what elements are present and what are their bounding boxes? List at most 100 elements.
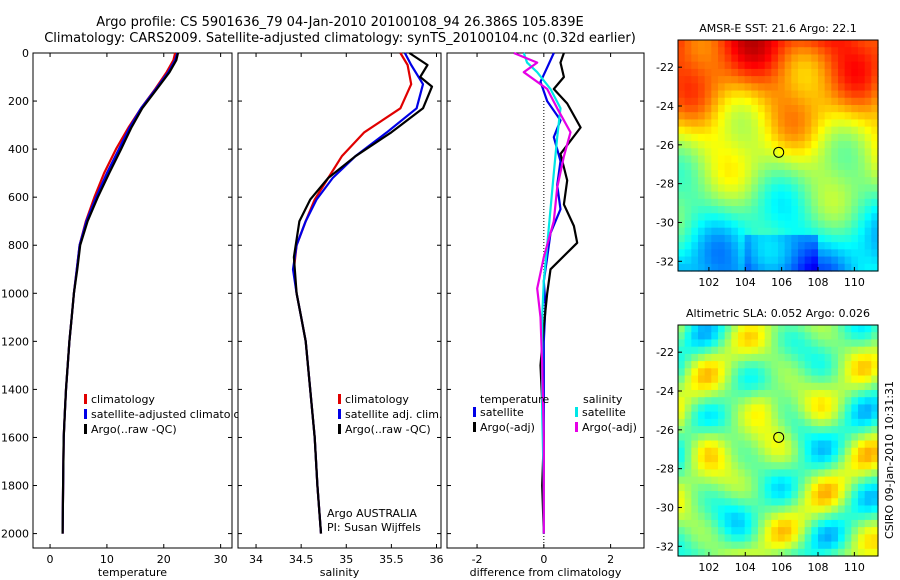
heatmap-cell: [744, 155, 752, 164]
heatmap-cell: [764, 234, 772, 243]
heatmap-cell: [798, 512, 806, 521]
heatmap-cell: [738, 263, 746, 272]
heatmap-cell: [811, 469, 819, 478]
heatmap-cell: [784, 119, 792, 128]
heatmap-cell: [864, 447, 872, 456]
heatmap-cell: [718, 462, 726, 470]
heatmap-cell: [704, 97, 712, 106]
heatmap-cell: [858, 404, 866, 413]
heatmap-cell: [791, 476, 799, 485]
heatmap-cell: [804, 104, 812, 113]
heatmap-cell: [804, 454, 812, 463]
heatmap-cell: [678, 462, 686, 470]
heatmap-cell: [818, 112, 826, 121]
heatmap-cell: [704, 68, 712, 77]
heatmap-cell: [831, 206, 839, 214]
heatmap-cell: [678, 404, 686, 413]
heatmap-cell: [784, 206, 792, 214]
heatmap-cell: [811, 126, 819, 135]
heatmap-cell: [798, 483, 806, 492]
heatmap-cell: [871, 90, 879, 99]
heatmap-cell: [738, 206, 746, 214]
heatmap-cell: [844, 541, 852, 550]
legend-swatch: [338, 424, 341, 434]
heatmap-cell: [844, 527, 852, 535]
heatmap-cell: [691, 184, 699, 193]
heatmap-cell: [771, 97, 779, 106]
heatmap-cell: [804, 339, 812, 348]
heatmap-cell: [778, 389, 786, 398]
heatmap-cell: [871, 447, 879, 456]
heatmap-cell: [684, 498, 692, 507]
heatmap-cell: [704, 162, 712, 171]
heatmap-cell: [778, 162, 786, 171]
heatmap-cell: [711, 61, 719, 70]
heatmap-cell: [871, 541, 879, 550]
heatmap-cell: [731, 76, 739, 84]
heatmap-cell: [818, 90, 826, 99]
heatmap-cell: [771, 234, 779, 243]
heatmap-cell: [824, 404, 832, 413]
heatmap-cell: [798, 498, 806, 507]
heatmap-cell: [744, 527, 752, 535]
heatmap-cell: [764, 97, 772, 106]
heatmap-cell: [811, 148, 819, 157]
heatmap-cell: [691, 76, 699, 84]
heatmap-cell: [711, 54, 719, 63]
heatmap-cell: [758, 527, 766, 535]
heatmap-cell: [851, 332, 859, 341]
heatmap-cell: [724, 512, 732, 521]
side-timestamp: CSIRO 09-Jan-2010 10:31:31: [883, 381, 896, 539]
heatmap-cell: [758, 353, 766, 362]
heatmap-cell: [731, 191, 739, 200]
heatmap-cell: [844, 382, 852, 391]
heatmap-cell: [678, 198, 686, 207]
heatmap-cell: [751, 404, 759, 413]
heatmap-cell: [724, 382, 732, 391]
legend-swatch: [84, 409, 87, 419]
heatmap-cell: [811, 234, 819, 243]
heatmap-cell: [864, 256, 872, 265]
heatmap-cell: [864, 368, 872, 377]
heatmap-cell: [778, 47, 786, 56]
heatmap-cell: [784, 332, 792, 341]
heatmap-cell: [824, 491, 832, 499]
heatmap-cell: [718, 353, 726, 362]
heatmap-cell: [784, 104, 792, 113]
heatmap-cell: [731, 498, 739, 507]
heatmap-cell: [778, 126, 786, 135]
heatmap-cell: [758, 76, 766, 84]
heatmap-cell: [698, 61, 706, 70]
heatmap-cell: [724, 548, 732, 557]
heatmap-cell: [784, 68, 792, 77]
heatmap-cell: [851, 548, 859, 557]
heatmap-cell: [838, 527, 846, 535]
heatmap-cell: [804, 433, 812, 442]
heatmap-cell: [784, 368, 792, 377]
heatmap-cell: [811, 169, 819, 178]
heatmap-cell: [824, 206, 832, 214]
heatmap-cell: [764, 332, 772, 341]
heatmap-cell: [744, 476, 752, 485]
heatmap-cell: [811, 119, 819, 128]
heatmap-cell: [871, 256, 879, 265]
heatmap-cell: [704, 411, 712, 420]
heatmap-cell: [771, 133, 779, 142]
heatmap-cell: [798, 234, 806, 243]
heatmap-cell: [764, 141, 772, 149]
heatmap-cell: [864, 440, 872, 449]
heatmap-cell: [691, 220, 699, 229]
heatmap-cell: [838, 97, 846, 106]
heatmap-cell: [718, 119, 726, 128]
heatmap-cell: [711, 512, 719, 521]
heatmap-cell: [838, 375, 846, 384]
heatmap-cell: [724, 346, 732, 355]
heatmap-cell: [698, 198, 706, 207]
heatmap-cell: [704, 198, 712, 207]
heatmap-cell: [738, 234, 746, 243]
heatmap-cell: [778, 220, 786, 229]
heatmap-cell: [844, 126, 852, 135]
heatmap-cell: [758, 206, 766, 214]
heatmap-cell: [791, 126, 799, 135]
series-line: [61, 52, 180, 534]
